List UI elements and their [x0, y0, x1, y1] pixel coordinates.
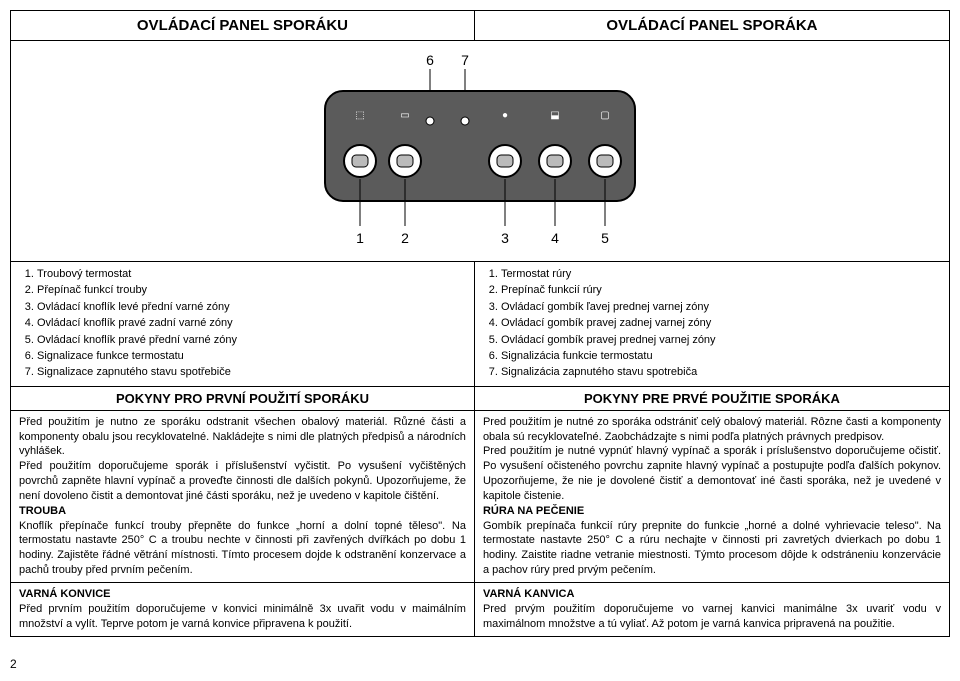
left-sub2-title: VARNÁ KONVICE [19, 588, 110, 600]
num-2: 2 [401, 230, 409, 246]
left-legend: Troubový termostat Přepínač funkcí troub… [11, 262, 475, 387]
svg-text:●: ● [502, 110, 508, 121]
svg-text:▢: ▢ [600, 110, 609, 121]
left-legend-3: Ovládací knoflík levé přední varné zóny [37, 300, 466, 315]
right-legend: Termostat rúry Prepínač funkcií rúry Ovl… [474, 262, 949, 387]
right-sub1-text: Gombík prepínača funkcií rúry prepnite d… [483, 520, 941, 577]
left-heading: POKYNY PRO PRVNÍ POUŽITÍ SPORÁKU [11, 386, 475, 410]
right-sub2-text: Pred prvým použitím doporučujeme vo varn… [483, 603, 941, 630]
knob-5 [589, 145, 621, 177]
left-body-2: VARNÁ KONVICE Před prvním použitím dopor… [11, 583, 475, 637]
document-table: OVLÁDACÍ PANEL SPORÁKU OVLÁDACÍ PANEL SP… [10, 10, 950, 637]
knob-3 [489, 145, 521, 177]
right-legend-3: Ovládací gombík ľavej prednej varnej zón… [501, 300, 941, 315]
svg-text:▭: ▭ [400, 110, 409, 121]
right-sub2-title: VARNÁ KANVICA [483, 588, 574, 600]
right-body-1: Pred použitím je nutné zo sporáka odstrá… [474, 410, 949, 582]
svg-text:⬓: ⬓ [550, 110, 559, 121]
left-legend-5: Ovládací knoflík pravé přední varné zóny [37, 333, 466, 348]
knob-1 [344, 145, 376, 177]
right-legend-6: Signalizácia funkcie termostatu [501, 349, 941, 364]
left-legend-6: Signalizace funkce termostatu [37, 349, 466, 364]
left-sub2-text: Před prvním použitím doporučujeme v konv… [19, 603, 466, 630]
num-4: 4 [551, 230, 559, 246]
left-legend-4: Ovládací knoflík pravé zadní varné zóny [37, 316, 466, 331]
left-sub1-title: TROUBA [19, 505, 66, 517]
right-sub1-title: RÚRA NA PEČENIE [483, 505, 584, 517]
right-legend-4: Ovládací gombík pravej zadnej varnej zón… [501, 316, 941, 331]
page-number: 2 [10, 657, 950, 671]
left-legend-7: Signalizace zapnutého stavu spotřebiče [37, 365, 466, 380]
right-legend-1: Termostat rúry [501, 267, 941, 282]
num-6: 6 [426, 52, 434, 68]
left-legend-1: Troubový termostat [37, 267, 466, 282]
left-p2: Před použitím doporučujeme sporák i přís… [19, 460, 466, 502]
num-1: 1 [356, 230, 364, 246]
right-title: OVLÁDACÍ PANEL SPORÁKA [474, 11, 949, 41]
left-sub1-text: Knoflík přepínače funkcí trouby přepněte… [19, 520, 466, 577]
knob-2 [389, 145, 421, 177]
left-p1: Před použitím je nutno ze sporáku odstra… [19, 416, 466, 458]
left-legend-2: Přepínač funkcí trouby [37, 283, 466, 298]
right-p2: Pred použitím je nutné vypnúť hlavný vyp… [483, 445, 941, 502]
right-body-2: VARNÁ KANVICA Pred prvým použitím doporu… [474, 583, 949, 637]
svg-text:⬚: ⬚ [355, 110, 364, 121]
right-legend-7: Signalizácia zapnutého stavu spotrebiča [501, 365, 941, 380]
num-7: 7 [461, 52, 469, 68]
right-legend-2: Prepínač funkcií rúry [501, 283, 941, 298]
knob-4 [539, 145, 571, 177]
num-5: 5 [601, 230, 609, 246]
right-heading: POKYNY PRE PRVÉ POUŽITIE SPORÁKA [474, 386, 949, 410]
right-legend-5: Ovládací gombík pravej prednej varnej zó… [501, 333, 941, 348]
right-p1: Pred použitím je nutné zo sporáka odstrá… [483, 416, 941, 443]
left-body-1: Před použitím je nutno ze sporáku odstra… [11, 410, 475, 582]
control-panel-diagram: 6 7 ⬚ ▭ ● ⬓ ▢ [275, 51, 685, 251]
left-title: OVLÁDACÍ PANEL SPORÁKU [11, 11, 475, 41]
diagram-cell: 6 7 ⬚ ▭ ● ⬓ ▢ [11, 41, 950, 262]
num-3: 3 [501, 230, 509, 246]
